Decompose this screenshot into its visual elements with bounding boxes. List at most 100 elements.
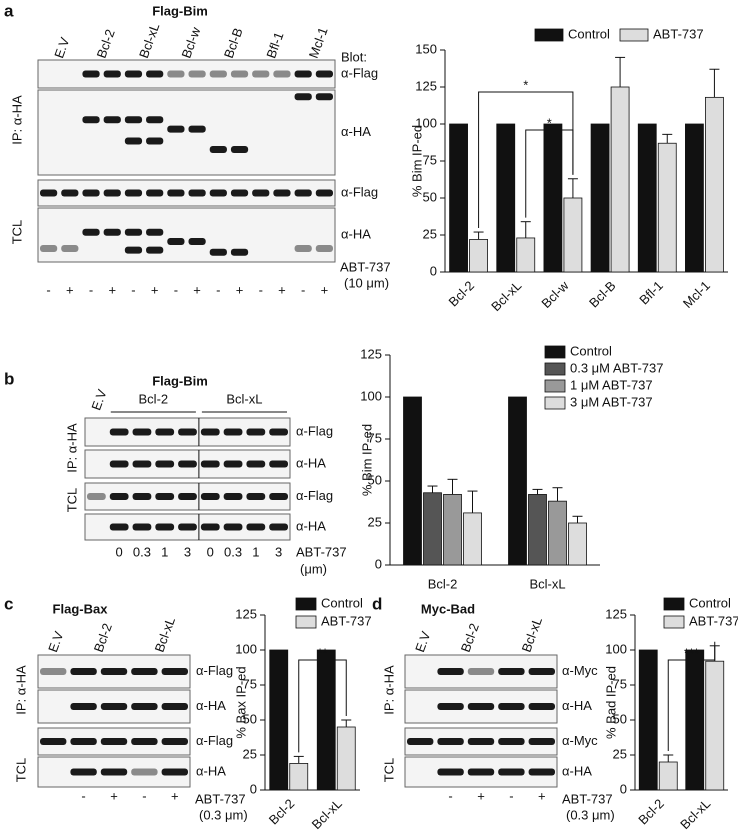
condition-label: 0.3	[133, 544, 151, 559]
band	[467, 768, 495, 776]
blot-label: Blot:	[341, 49, 367, 64]
band	[407, 738, 434, 745]
x-tick-label: Bcl-xL	[488, 278, 524, 314]
blot-title: Flag-Bim	[152, 3, 208, 18]
antibody-label: α-Flag	[296, 488, 333, 503]
x-tick-label: Bcl-w	[538, 278, 572, 312]
antibody-label: α-Flag	[341, 184, 378, 199]
condition-label: 0	[207, 544, 214, 559]
band	[146, 70, 164, 78]
band	[146, 189, 164, 197]
bar	[705, 96, 724, 273]
x-tick-label: Bcl-B	[586, 278, 619, 311]
x-tick-label: Bcl-2	[635, 796, 667, 828]
bar	[443, 494, 462, 566]
bar	[543, 123, 563, 273]
band	[269, 428, 288, 436]
band	[273, 189, 291, 197]
band	[209, 70, 227, 78]
lane-label: Mcl-1	[306, 25, 331, 60]
antibody-label: α-HA	[196, 698, 226, 713]
band	[223, 493, 243, 500]
y-axis-label: % Bim IP-ed	[359, 424, 374, 496]
condition-label: -	[89, 282, 93, 297]
y-tick-label: 125	[605, 606, 627, 621]
band	[273, 70, 291, 78]
legend-swatch	[544, 396, 566, 410]
band	[437, 703, 464, 710]
band	[200, 523, 220, 531]
legend-swatch	[544, 362, 566, 376]
y-tick-label: 75	[613, 676, 627, 691]
group-label: TCL	[13, 758, 28, 783]
lane-label: Bcl-2	[91, 621, 115, 654]
significance-label: **	[317, 645, 327, 660]
bar	[568, 522, 587, 566]
treatment-unit: (0.3 μm)	[199, 807, 248, 822]
band	[498, 668, 525, 675]
band	[269, 493, 288, 500]
band	[100, 738, 128, 745]
legend-swatch	[544, 345, 566, 359]
band	[315, 245, 333, 252]
legend-label: ABT-737	[689, 613, 738, 628]
treatment-label: ABT-737	[296, 544, 347, 559]
condition-label: +	[108, 282, 116, 297]
band	[70, 738, 97, 745]
band	[61, 189, 79, 197]
group-label: TCL	[9, 220, 24, 245]
blot-title: Flag-Bim	[152, 373, 208, 388]
y-tick-label: 75	[423, 152, 437, 167]
bar	[685, 123, 704, 273]
lane-label: Bcl-xL	[152, 615, 178, 654]
band	[528, 668, 555, 675]
y-tick-label: 125	[415, 78, 437, 93]
y-tick-label: 25	[613, 746, 627, 761]
band	[167, 237, 185, 245]
bar	[496, 123, 516, 273]
lane-label: Bcl-2	[94, 27, 118, 60]
significance-label: *	[547, 115, 552, 130]
antibody-label: α-HA	[196, 763, 226, 778]
band	[437, 668, 464, 675]
band	[209, 189, 227, 197]
condition-label: +	[66, 282, 74, 297]
band	[132, 523, 152, 531]
lane-label: Bcl-xL	[136, 21, 162, 60]
lane-label: Bcl-xL	[519, 615, 545, 654]
lane-label: Bcl-xL	[226, 391, 262, 406]
antibody-label: α-Myc	[562, 663, 598, 678]
bar	[269, 649, 289, 791]
condition-label: -	[448, 788, 452, 803]
bar	[336, 726, 356, 791]
band	[155, 428, 175, 436]
condition-label: 1	[161, 544, 168, 559]
band	[188, 125, 206, 133]
legend-label: ABT-737	[321, 613, 372, 628]
legend-swatch	[295, 615, 317, 629]
condition-label: +	[538, 788, 546, 803]
antibody-label: α-HA	[296, 518, 326, 533]
band	[146, 137, 164, 145]
band	[315, 70, 333, 78]
band	[528, 738, 555, 745]
band	[103, 189, 121, 197]
significance-bracket	[525, 129, 574, 218]
antibody-label: α-HA	[341, 226, 371, 241]
band	[200, 493, 220, 500]
y-tick-label: 0	[375, 556, 382, 571]
y-tick-label: 0	[250, 781, 257, 796]
band	[294, 93, 312, 101]
bar	[463, 512, 482, 566]
bar	[590, 123, 610, 273]
band	[498, 768, 525, 776]
blot-title: Myc-Bad	[421, 601, 475, 616]
treatment-label: ABT-737	[562, 791, 613, 806]
significance-bracket	[667, 641, 716, 751]
band	[178, 523, 197, 531]
condition-label: +	[171, 788, 179, 803]
condition-label: -	[46, 282, 50, 297]
band	[161, 703, 188, 710]
bar	[508, 396, 527, 566]
legend-label: Control	[689, 595, 731, 610]
